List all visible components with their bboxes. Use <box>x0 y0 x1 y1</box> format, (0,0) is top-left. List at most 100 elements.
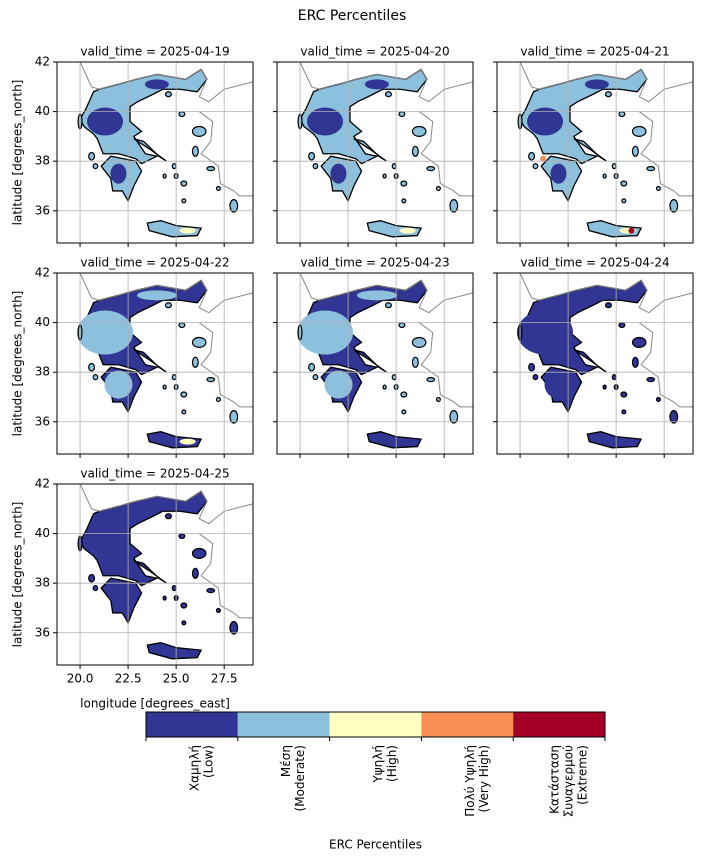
panel: valid_time = 2025-04-24 <box>493 256 694 458</box>
colorbar-frame <box>145 711 606 738</box>
border <box>418 322 473 408</box>
land-patch <box>330 163 347 184</box>
y-tick-label: 42 <box>35 477 50 491</box>
colorbar-label: (Moderate) <box>293 745 307 811</box>
land-patch <box>297 310 354 355</box>
island <box>646 377 656 383</box>
island <box>171 163 177 170</box>
colorbar-swatch <box>146 712 238 737</box>
panel-frame <box>56 483 254 666</box>
island <box>164 302 172 309</box>
panel-title: valid_time = 2025-04-21 <box>520 45 669 59</box>
border <box>79 273 253 314</box>
panel-title: valid_time = 2025-04-19 <box>80 45 229 59</box>
island <box>162 173 167 179</box>
island <box>604 91 612 98</box>
y-axis-label: latitude [degrees_north] <box>11 502 25 648</box>
island <box>191 567 199 579</box>
border <box>519 62 693 103</box>
x-tick-label: 25.0 <box>163 672 190 686</box>
panel: valid_time = 2025-04-23 <box>273 256 474 458</box>
x-axis-label: longitude [degrees_east] <box>80 697 230 711</box>
island <box>384 302 392 309</box>
border <box>198 111 253 197</box>
land <box>79 490 208 587</box>
land-patch <box>628 227 635 234</box>
colorbar-label: (Extreme) <box>576 745 590 805</box>
panel: valid_time = 2025-04-21 <box>493 45 694 247</box>
island <box>391 163 397 170</box>
island <box>162 384 167 390</box>
land <box>133 138 167 162</box>
land-patch <box>179 227 196 234</box>
island <box>178 532 186 540</box>
island <box>206 588 216 594</box>
land-patch <box>136 290 177 301</box>
y-tick-label: 36 <box>35 203 50 217</box>
island <box>398 110 406 118</box>
land <box>586 431 643 449</box>
island <box>611 374 617 381</box>
y-tick-label: 38 <box>35 365 50 379</box>
island <box>229 199 239 213</box>
island <box>400 180 408 187</box>
panel-frame <box>276 272 474 455</box>
land <box>133 560 167 584</box>
x-tick-label: 20.0 <box>67 672 94 686</box>
island <box>229 410 239 424</box>
island <box>215 607 221 614</box>
island <box>178 110 186 118</box>
land-patch <box>364 79 389 90</box>
land <box>366 431 423 449</box>
figure-title: ERC Percentiles <box>298 8 406 24</box>
colorbar-label: (Low) <box>201 745 215 778</box>
y-tick-label: 36 <box>35 414 50 428</box>
island <box>602 384 607 390</box>
island <box>191 336 207 348</box>
island <box>181 409 187 415</box>
colorbar-swatch <box>237 712 330 737</box>
map <box>297 62 473 238</box>
island <box>180 391 188 398</box>
y-axis-label: latitude [degrees_north] <box>11 291 25 437</box>
colorbar-label: Συναγερμού <box>562 745 576 817</box>
land <box>573 138 607 162</box>
island <box>312 374 319 381</box>
border <box>299 273 473 314</box>
panel-frame <box>56 61 254 244</box>
land-patch <box>544 370 573 399</box>
island <box>180 180 188 187</box>
island <box>411 356 419 368</box>
island <box>308 362 316 372</box>
island <box>88 151 96 161</box>
border <box>638 322 693 408</box>
island <box>618 110 626 118</box>
island <box>532 163 539 170</box>
island <box>206 377 216 383</box>
panel-title: valid_time = 2025-04-23 <box>300 256 449 270</box>
island <box>528 151 536 161</box>
panel: 36 38 40 42 valid_time = 2025-04-19 latitude … <box>11 45 254 247</box>
colorbar-label: Χαμηλή <box>187 745 201 791</box>
island <box>631 356 639 368</box>
land-patch <box>584 79 609 90</box>
land-patch <box>527 107 564 136</box>
land <box>353 138 387 162</box>
island <box>411 125 427 137</box>
colorbar-swatch <box>513 712 605 737</box>
colorbar-label: (Very High) <box>477 745 491 812</box>
island <box>88 573 96 583</box>
island <box>411 336 427 348</box>
land-patch <box>144 79 169 90</box>
border <box>299 62 473 103</box>
island <box>435 185 441 192</box>
island <box>191 125 207 137</box>
land <box>573 349 607 373</box>
colorbar-swatch <box>329 712 422 737</box>
island <box>631 336 647 348</box>
panel: 36 38 40 42 valid_time = 2025-04-22 latitude … <box>11 256 254 458</box>
land <box>100 577 143 625</box>
island <box>312 163 319 170</box>
island <box>620 180 628 187</box>
island <box>604 302 612 309</box>
